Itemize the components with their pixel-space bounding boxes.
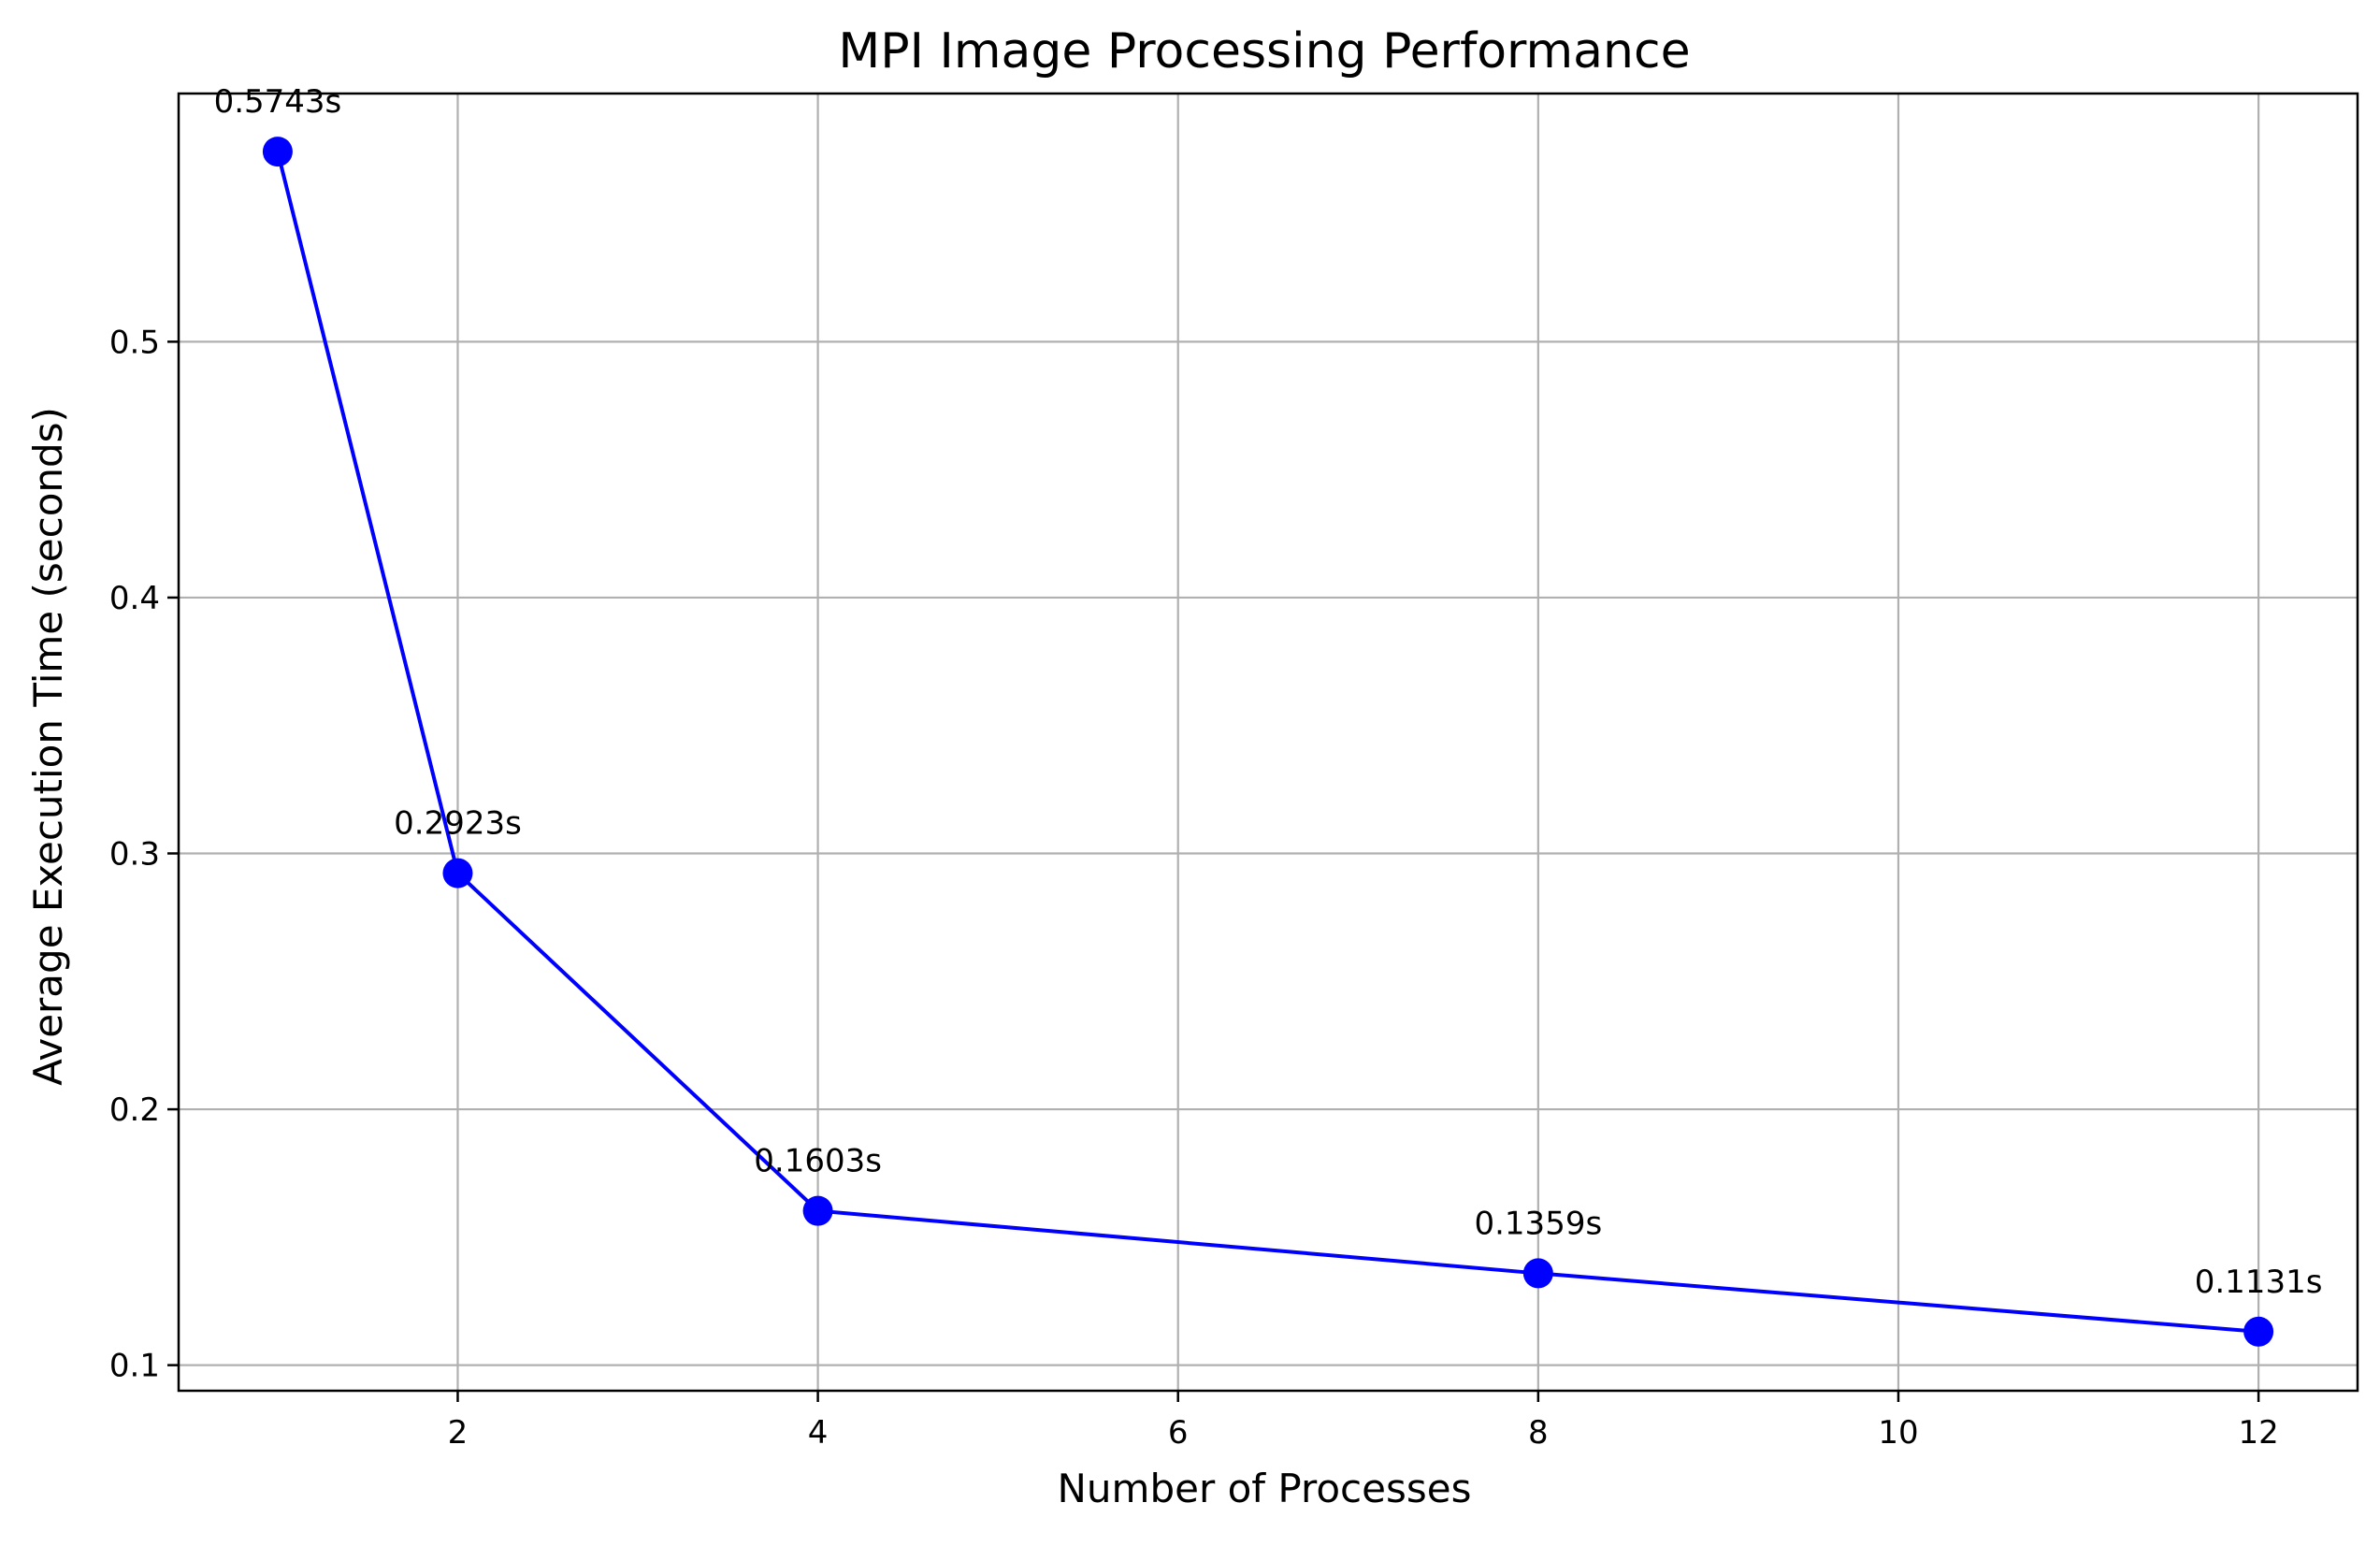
data-point xyxy=(2243,1316,2274,1347)
data-label-layer: 0.5743s 0.2923s 0.1603s 0.1359s 0.1131s xyxy=(214,83,2323,1301)
data-point xyxy=(442,858,473,889)
data-label: 0.1359s xyxy=(1474,1205,1602,1242)
x-tick-label: 12 xyxy=(2238,1414,2278,1452)
data-point xyxy=(262,137,293,167)
data-point xyxy=(802,1195,833,1226)
chart-title: MPI Image Processing Performance xyxy=(838,23,1690,79)
data-label: 0.1603s xyxy=(754,1143,882,1180)
y-tick-label: 0.2 xyxy=(109,1091,160,1129)
y-tick-label: 0.5 xyxy=(109,324,160,361)
x-tick-label: 6 xyxy=(1168,1414,1189,1452)
data-label: 0.2923s xyxy=(394,805,522,843)
plot-frame xyxy=(177,92,2359,1393)
y-tick-label: 0.4 xyxy=(109,580,160,617)
tick-layer: 2 4 6 8 10 12 0.1 0.2 0.3 0.4 0.5 xyxy=(109,324,2279,1452)
x-tick-label: 10 xyxy=(1878,1414,1918,1452)
data-label: 0.1131s xyxy=(2195,1264,2323,1301)
x-tick-label: 8 xyxy=(1528,1414,1549,1452)
y-tick-label: 0.3 xyxy=(109,836,160,874)
grid-layer xyxy=(179,94,2358,1391)
x-tick-label: 4 xyxy=(808,1414,829,1452)
x-axis-label: Number of Processes xyxy=(1058,1466,1472,1511)
x-tick-label: 2 xyxy=(448,1414,469,1452)
y-tick-label: 0.1 xyxy=(109,1348,160,1385)
series-line xyxy=(275,151,2259,1334)
data-point xyxy=(1522,1258,1553,1289)
y-axis-label: Average Execution Time (seconds) xyxy=(25,407,71,1086)
data-label: 0.5743s xyxy=(214,83,342,121)
series-layer xyxy=(262,137,2274,1347)
